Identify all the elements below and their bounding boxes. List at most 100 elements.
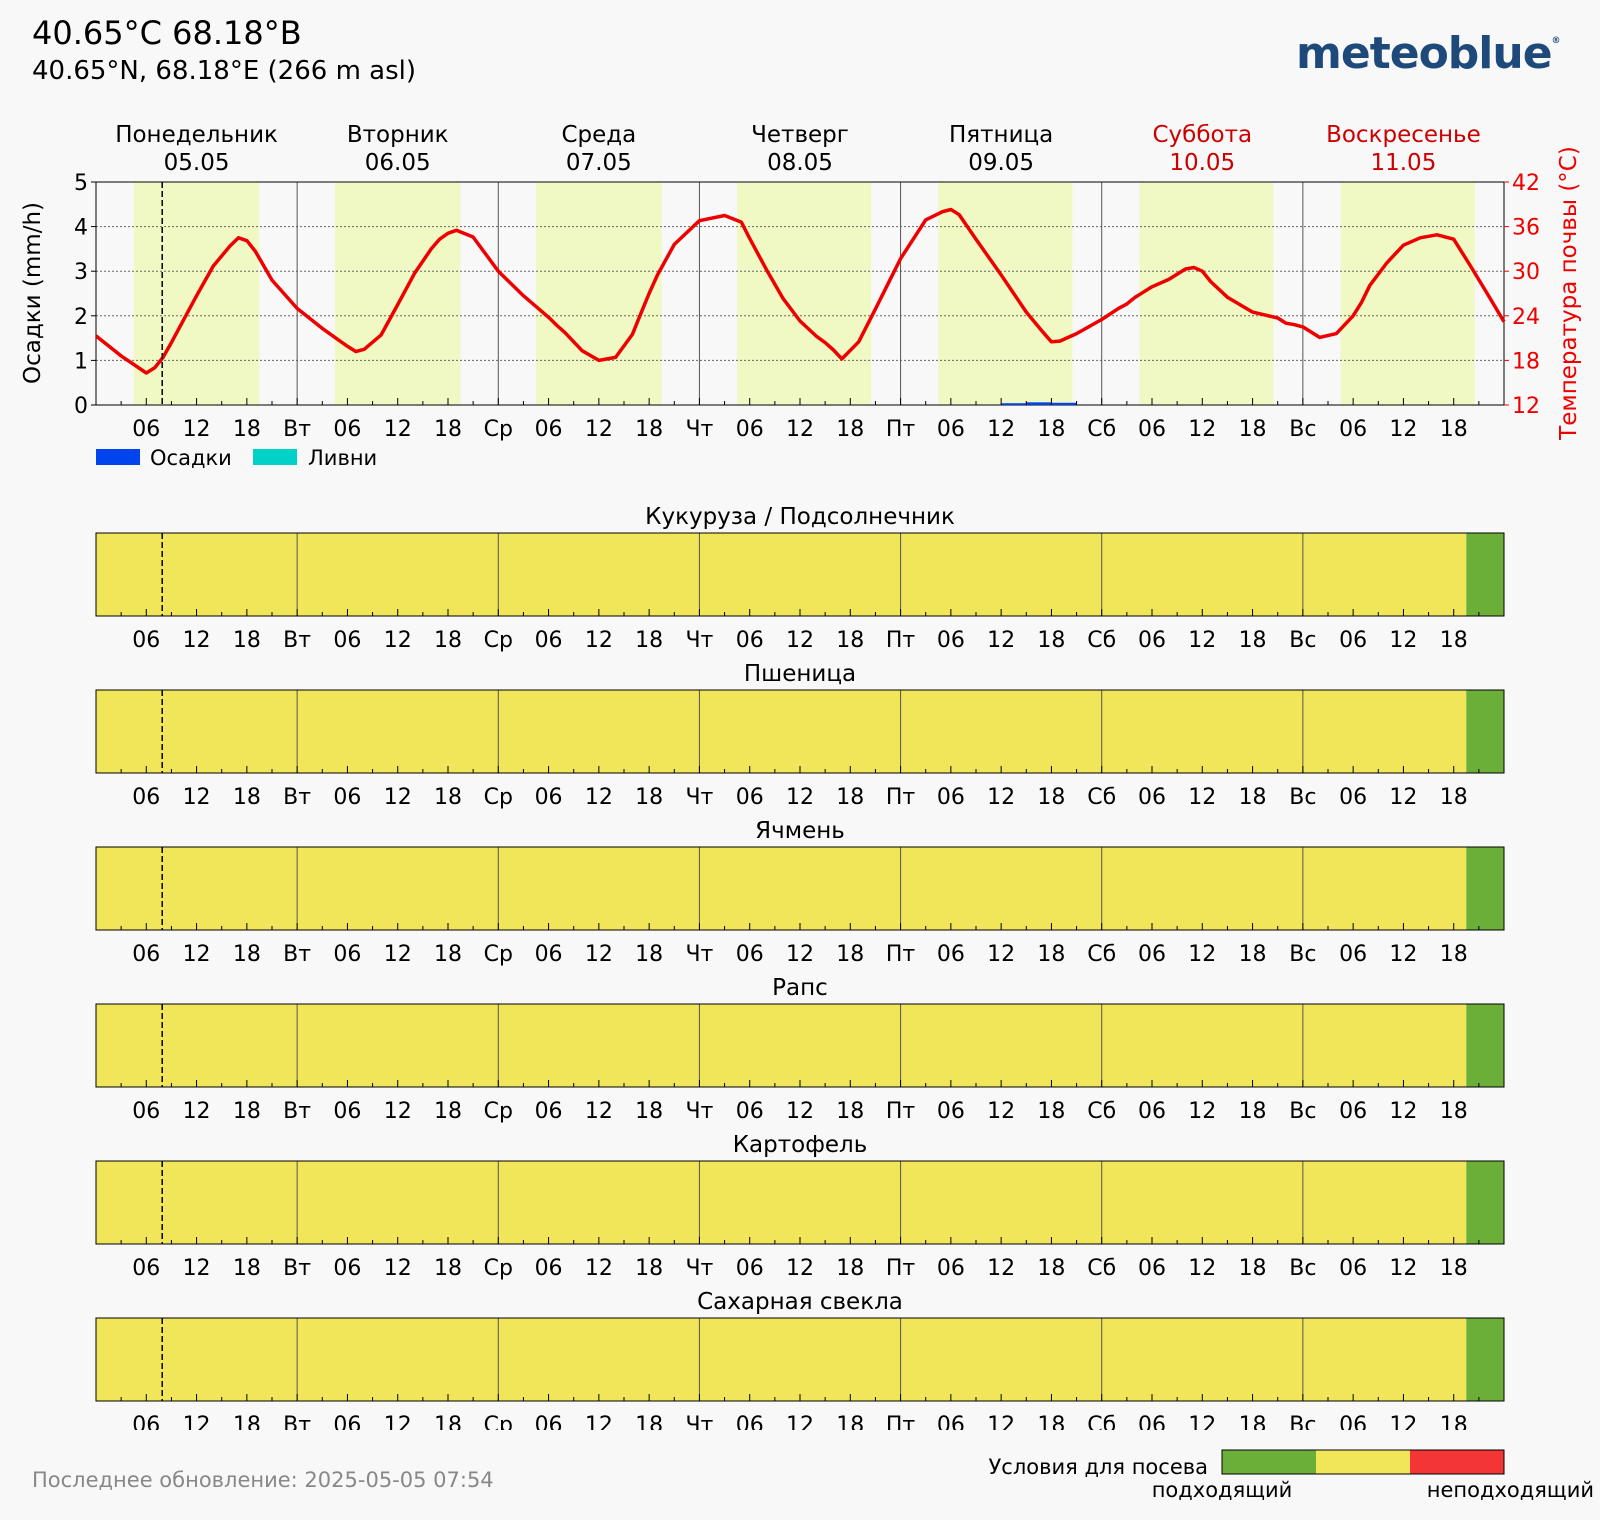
crop-condition-segment: [1466, 1161, 1504, 1244]
crop-x-hour-label: 18: [1239, 628, 1267, 653]
crop-x-hour-label: 18: [233, 628, 261, 653]
crop-x-hour-label: 18: [233, 785, 261, 810]
crop-x-hour-label: 12: [987, 628, 1015, 653]
crop-x-hour-label: 18: [1440, 1099, 1468, 1124]
y-right-tick-label: 36: [1512, 216, 1540, 241]
crop-x-hour-label: 06: [1138, 1256, 1166, 1281]
crop-x-day-label: Вт: [283, 1413, 311, 1430]
daylight-band: [536, 182, 662, 405]
crop-panel-title: Рапс: [772, 975, 828, 1001]
conditions-label-unsuitable: неподходящий: [1427, 1478, 1594, 1502]
main-x-hour-label: 06: [535, 417, 563, 442]
main-x-hour-label: 18: [836, 417, 864, 442]
crop-x-hour-label: 06: [333, 1413, 361, 1430]
crop-panel-title: Сахарная свекла: [697, 1289, 903, 1315]
daylight-band: [1139, 182, 1274, 405]
crop-x-hour-label: 18: [1239, 1256, 1267, 1281]
crop-x-hour-label: 06: [736, 1256, 764, 1281]
crop-x-hour-label: 12: [1188, 1099, 1216, 1124]
crop-x-day-label: Пт: [886, 1413, 916, 1430]
main-x-day-label: Чт: [685, 417, 713, 442]
location-subtitle: 40.65°N, 68.18°E (266 m asl): [32, 56, 417, 86]
crop-x-hour-label: 18: [836, 1099, 864, 1124]
crop-x-hour-label: 12: [585, 942, 613, 967]
crop-x-hour-label: 12: [183, 785, 211, 810]
crop-x-hour-label: 18: [233, 942, 261, 967]
crop-panel-title: Картофель: [733, 1132, 868, 1158]
crop-x-hour-label: 06: [132, 942, 160, 967]
crop-x-day-label: Вс: [1289, 942, 1316, 967]
day-date: 09.05: [968, 150, 1034, 176]
crop-x-hour-label: 06: [333, 628, 361, 653]
crop-x-day-label: Вт: [283, 942, 311, 967]
crop-x-day-label: Вт: [283, 628, 311, 653]
crop-x-hour-label: 18: [1037, 1099, 1065, 1124]
main-x-hour-label: 18: [1239, 417, 1267, 442]
meteoblue-logo[interactable]: meteoblue®: [1296, 28, 1561, 79]
crop-x-day-label: Пт: [886, 942, 916, 967]
conditions-swatch-unsuitable: [1410, 1450, 1504, 1474]
crop-x-hour-label: 12: [183, 1099, 211, 1124]
crop-x-day-label: Ср: [484, 942, 513, 967]
crop-condition-segment: [96, 533, 1467, 616]
crop-x-hour-label: 18: [635, 1099, 663, 1124]
crop-x-hour-label: 12: [384, 785, 412, 810]
crop-x-hour-label: 18: [434, 1099, 462, 1124]
crop-x-hour-label: 18: [635, 942, 663, 967]
last-update: Последнее обновление: 2025-05-05 07:54: [32, 1468, 494, 1492]
crop-x-hour-label: 12: [183, 628, 211, 653]
main-x-hour-label: 18: [1440, 417, 1468, 442]
y-right-tick-label: 30: [1512, 260, 1540, 285]
crop-x-hour-label: 18: [1037, 785, 1065, 810]
crop-x-hour-label: 12: [786, 1256, 814, 1281]
crop-x-hour-label: 06: [1339, 942, 1367, 967]
temperature-line: [94, 207, 1506, 375]
y-left-tick-label: 3: [74, 260, 88, 285]
y-left-tick-label: 5: [74, 171, 88, 196]
crop-condition-segment: [1466, 533, 1504, 616]
crop-x-hour-label: 06: [1138, 628, 1166, 653]
crop-x-day-label: Пт: [886, 628, 916, 653]
y-right-axis-title: Температура почвы (°C): [1556, 146, 1582, 441]
crop-x-hour-label: 12: [786, 628, 814, 653]
daylight-band: [334, 182, 461, 405]
crop-x-day-label: Чт: [685, 628, 713, 653]
crop-x-hour-label: 12: [384, 1256, 412, 1281]
main-x-hour-label: 18: [1037, 417, 1065, 442]
crop-x-hour-label: 12: [1188, 785, 1216, 810]
crop-x-hour-label: 18: [1037, 1413, 1065, 1430]
crop-x-hour-label: 06: [1138, 942, 1166, 967]
crop-x-hour-label: 18: [635, 1256, 663, 1281]
crop-x-hour-label: 12: [1188, 1256, 1216, 1281]
crop-condition-segment: [1466, 847, 1504, 930]
crop-x-hour-label: 18: [1239, 785, 1267, 810]
main-x-hour-label: 06: [333, 417, 361, 442]
day-date: 10.05: [1169, 150, 1235, 176]
crop-x-hour-label: 18: [434, 1256, 462, 1281]
sowing-conditions-panels: Кукуруза / Подсолнечник 06 12 18 Вт 06 12 18 Ср 0…: [95, 504, 1505, 1430]
crop-x-hour-label: 18: [836, 628, 864, 653]
day-name: Суббота: [1152, 122, 1252, 148]
crop-x-hour-label: 12: [786, 785, 814, 810]
crop-x-hour-label: 12: [384, 1099, 412, 1124]
crop-x-hour-label: 18: [1440, 1256, 1468, 1281]
crop-x-hour-label: 18: [1239, 1413, 1267, 1430]
crop-x-hour-label: 06: [132, 1413, 160, 1430]
daylight-band: [737, 182, 872, 405]
y-right-tick-label: 42: [1512, 171, 1540, 196]
crop-x-hour-label: 12: [1188, 628, 1216, 653]
main-x-day-label: Ср: [484, 417, 513, 442]
conditions-swatch-moderate: [1316, 1450, 1410, 1474]
daylight-band: [1340, 182, 1475, 405]
precip-bar: [1001, 403, 1027, 405]
crop-x-day-label: Вс: [1289, 1099, 1316, 1124]
crop-x-hour-label: 06: [937, 628, 965, 653]
crop-x-hour-label: 12: [183, 1413, 211, 1430]
day-date: 08.05: [767, 150, 833, 176]
crop-condition-segment: [96, 690, 1467, 773]
crop-x-hour-label: 12: [1188, 1413, 1216, 1430]
crop-x-day-label: Сб: [1087, 1256, 1116, 1281]
main-x-day-label: Сб: [1087, 417, 1116, 442]
